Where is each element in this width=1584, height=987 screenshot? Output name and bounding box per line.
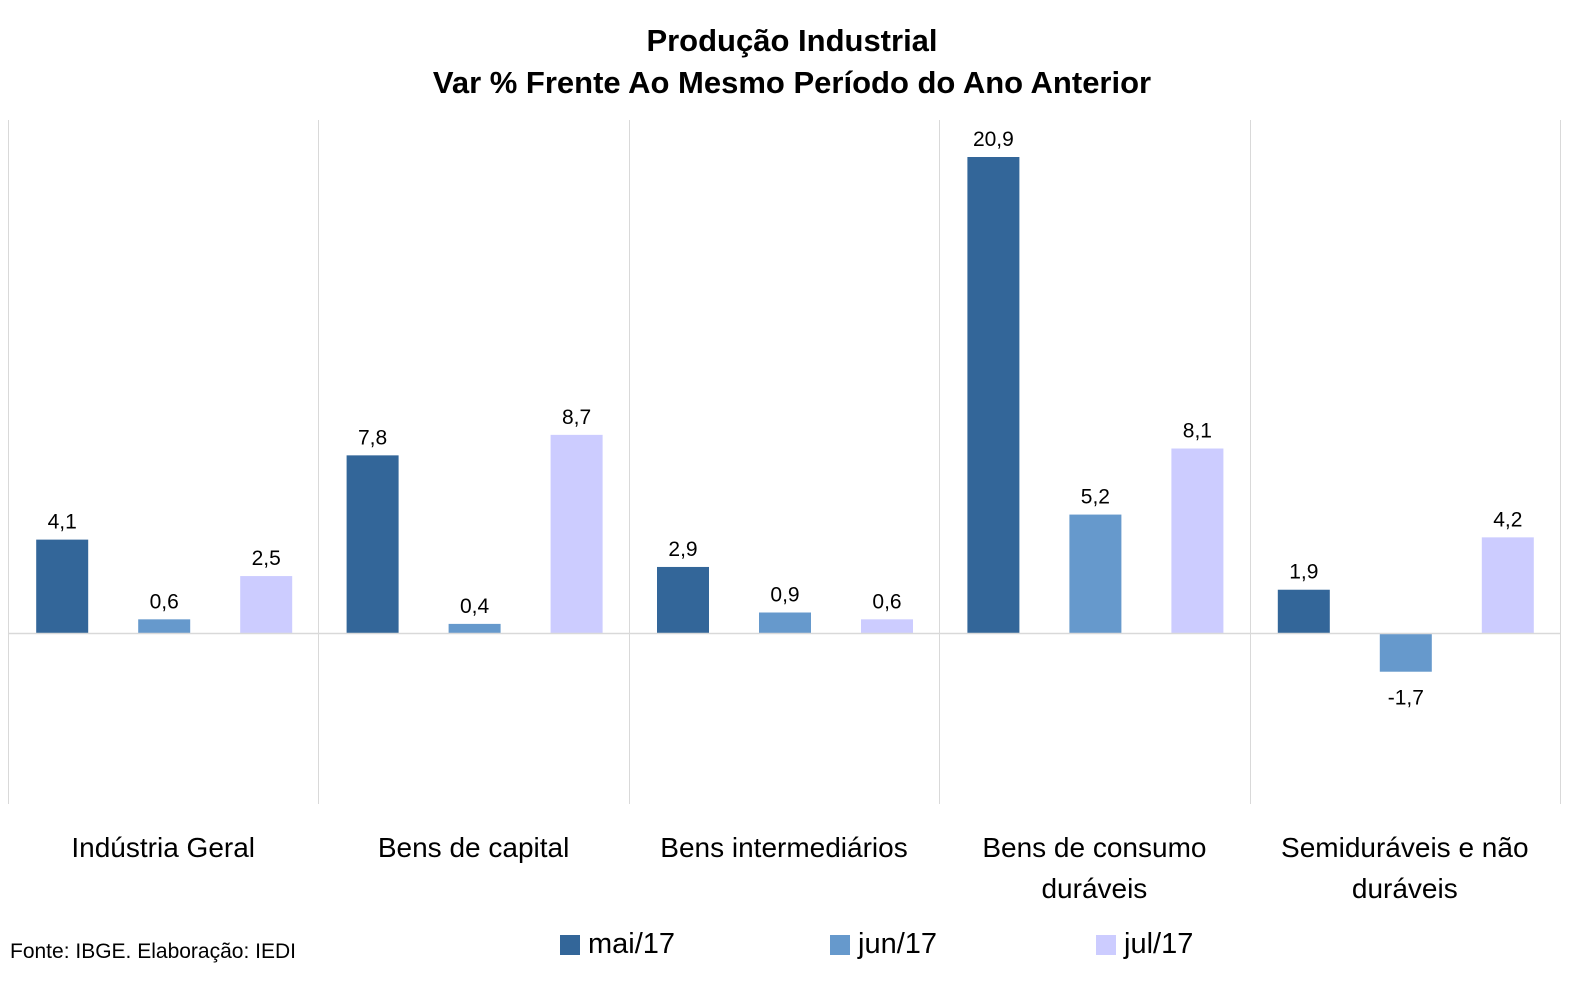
chart-subtitle: Var % Frente Ao Mesmo Período do Ano Ant… [432,65,1152,100]
legend-item-jun17: jun/17 [830,928,937,961]
legend-label: jul/17 [1124,928,1194,960]
legend-item-mai17: mai/17 [560,928,675,961]
category-label: Bens intermediários [660,832,907,863]
category-label: duráveis [1041,873,1147,904]
bar [36,539,89,633]
legend-swatch [830,934,850,955]
bar [1171,448,1224,633]
data-label: 5,2 [1081,486,1110,509]
category-label: Indústria Geral [71,832,255,863]
category-label: Bens de capital [378,832,569,863]
legend-label: jun/17 [858,928,938,960]
data-label: 1,9 [1289,561,1318,584]
data-label: -1,7 [1388,687,1424,710]
bar [967,157,1020,633]
data-label: 2,5 [252,547,281,570]
bar [861,619,913,633]
legend-label: mai/17 [588,928,676,960]
bar [448,623,501,633]
legend-swatch [560,934,580,955]
bar [346,455,399,633]
bar [1379,633,1432,672]
bar [1069,514,1122,633]
legend-swatch [1096,934,1116,955]
bar [550,434,603,633]
data-label: 20,9 [973,128,1014,151]
bar [240,576,293,633]
bar [138,619,191,633]
data-label: 4,2 [1493,508,1522,531]
legend-item-jul17: jul/17 [1096,928,1193,961]
bar [1277,589,1330,633]
data-label: 7,8 [358,426,387,449]
data-label: 4,1 [48,511,77,534]
bar [1481,537,1534,633]
category-label: duráveis [1352,873,1458,904]
data-label: 2,9 [668,538,697,561]
category-label: Semiduráveis e não [1281,832,1528,863]
data-label: 8,7 [562,406,591,429]
data-label: 0,9 [770,584,799,607]
data-label: 0,6 [872,590,901,613]
bar [657,566,709,633]
data-label: 0,4 [460,595,490,618]
data-label: 0,6 [150,590,179,613]
source-note: Fonte: IBGE. Elaboração: IEDI [10,940,296,963]
category-label: Bens de consumo [982,832,1206,863]
chart-title: Produção Industrial [646,23,938,58]
bar [759,612,811,633]
data-label: 8,1 [1183,420,1212,443]
